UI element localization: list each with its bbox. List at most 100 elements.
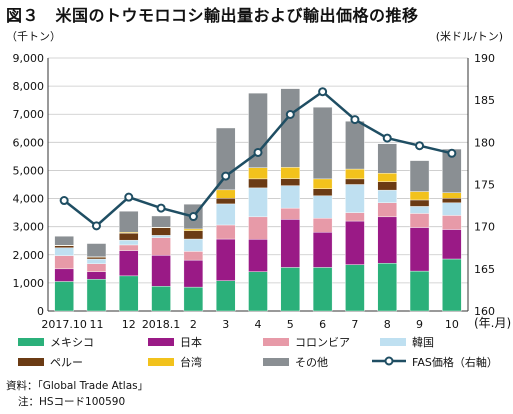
bar-segment-japan <box>151 255 171 287</box>
x-tick-label: 2017.10 <box>41 318 87 331</box>
y-tick-label: 4,000 <box>13 193 45 206</box>
left-axis-unit: （千トン） <box>6 30 61 43</box>
legend-label-japan: 日本 <box>180 336 202 349</box>
fas-price-point <box>382 133 392 143</box>
legend-label-colombia: コロンビア <box>295 336 350 349</box>
bar-segment-korea <box>183 238 204 252</box>
bar-segment-peru <box>442 198 462 203</box>
bar-segment-japan <box>377 216 397 264</box>
bar-segment-japan <box>86 271 107 280</box>
bar-segment-colombia <box>377 202 397 218</box>
y-tick-label: 6,000 <box>13 136 45 149</box>
bar-segment-japan <box>119 250 139 277</box>
notes: 資料：「Global Trade Atlas」 注：HSコード100590 <box>6 378 148 410</box>
x-tick-label: 8 <box>384 318 391 331</box>
bar-segment-mexico <box>54 281 74 312</box>
bar-segment-colombia <box>119 244 139 251</box>
legend-label-korea: 韓国 <box>412 336 434 349</box>
x-tick-label: 11 <box>89 318 103 331</box>
legend-label-other: その他 <box>295 356 328 369</box>
fas-price-point <box>156 203 166 213</box>
bar-segment-colombia <box>86 263 107 272</box>
bar-segment-korea <box>215 203 236 226</box>
legend-label-peru: ペルー <box>50 356 83 369</box>
x-tick-label: 2018.1 <box>142 318 181 331</box>
x-tick-label: 4 <box>255 318 262 331</box>
bar-segment-korea <box>409 206 430 214</box>
bar-segment-mexico <box>409 270 430 312</box>
fas-price-point <box>415 141 425 151</box>
source-note: 資料：「Global Trade Atlas」 <box>6 380 149 392</box>
y2-tick-label: 185 <box>474 94 495 107</box>
bar-segment-mexico <box>377 263 397 312</box>
bar-segment-other <box>86 243 107 257</box>
bar-segment-peru <box>151 227 171 236</box>
fas-price-point <box>124 192 134 202</box>
bar-segment-other <box>377 143 397 174</box>
bar-segment-korea <box>54 247 74 256</box>
bar-segment-mexico <box>86 279 107 312</box>
bar-segment-japan <box>248 239 268 272</box>
bar-segment-japan <box>215 238 236 281</box>
fas-price-point <box>91 221 101 231</box>
bar-segment-mexico <box>280 267 301 312</box>
bar-segment-colombia <box>345 212 365 222</box>
x-tick-label: 2 <box>190 318 197 331</box>
y-tick-label: 3,000 <box>13 221 45 234</box>
fas-price-point <box>253 147 263 157</box>
bar-segment-peru <box>280 178 301 186</box>
bar-segment-peru <box>54 245 74 248</box>
bar-segment-mexico <box>312 267 333 312</box>
bar-segment-japan <box>54 268 74 282</box>
bar-segment-colombia <box>151 237 171 256</box>
bar-segment-other <box>312 106 333 180</box>
legend-swatch-japan <box>148 338 174 346</box>
y-tick-label: 8,000 <box>13 80 45 93</box>
bar-segment-colombia <box>442 215 462 230</box>
bar-segment-mexico <box>151 286 171 312</box>
bar-segment-other <box>409 160 430 192</box>
y2-tick-label: 190 <box>474 52 495 65</box>
x-tick-label: 9 <box>416 318 423 331</box>
bar-segment-korea <box>280 185 301 209</box>
fas-price-point <box>285 110 295 120</box>
bar-segment-other <box>54 236 74 246</box>
bar-segment-mexico <box>215 280 236 312</box>
legend-swatch-peru <box>18 358 44 366</box>
fas-price-point <box>447 148 457 158</box>
bar-segment-taiwan <box>183 228 204 231</box>
x-axis-unit: (年.月) <box>474 316 512 330</box>
bar-segment-japan <box>442 229 462 260</box>
fas-price-point <box>221 171 231 181</box>
bar-segment-peru <box>312 188 333 196</box>
fas-price-point <box>188 212 198 222</box>
bar-segment-peru <box>215 198 236 205</box>
bar-segment-other <box>280 88 301 168</box>
x-tick-label: 7 <box>351 318 358 331</box>
legend: メキシコ 日本 コロンビア 韓国 ペルー 台湾 その他 FAS価格（右軸） <box>18 334 508 374</box>
x-tick-label: 5 <box>287 318 294 331</box>
bar-segment-colombia <box>54 255 74 270</box>
bar-segment-mexico <box>442 258 462 312</box>
bar-segment-taiwan <box>215 189 236 199</box>
bar-segment-other <box>345 121 365 170</box>
bar-segment-korea <box>151 235 171 238</box>
right-axis-unit: (米ドル/トン) <box>435 30 503 43</box>
title-bar: 図３ 米国のトウモロコシ輸出量および輸出価格の推移 <box>0 0 513 25</box>
y-tick-label: 9,000 <box>13 52 45 65</box>
y2-tick-label: 180 <box>474 136 495 149</box>
bar-segment-japan <box>280 219 301 268</box>
bar-segment-taiwan <box>248 167 268 180</box>
x-tick-label: 6 <box>319 318 326 331</box>
y2-tick-label: 170 <box>474 221 495 234</box>
y-tick-label: 0 <box>37 305 44 318</box>
bar-segment-colombia <box>409 213 430 228</box>
legend-swatch-korea <box>380 338 406 346</box>
bar-segment-korea <box>86 258 107 264</box>
bar-segment-japan <box>345 220 365 265</box>
y2-tick-label: 160 <box>474 305 495 318</box>
bar-segment-korea <box>248 187 268 218</box>
x-tick-label: 12 <box>122 318 136 331</box>
chart-title: 図３ 米国のトウモロコシ輸出量および輸出価格の推移 <box>6 6 419 25</box>
